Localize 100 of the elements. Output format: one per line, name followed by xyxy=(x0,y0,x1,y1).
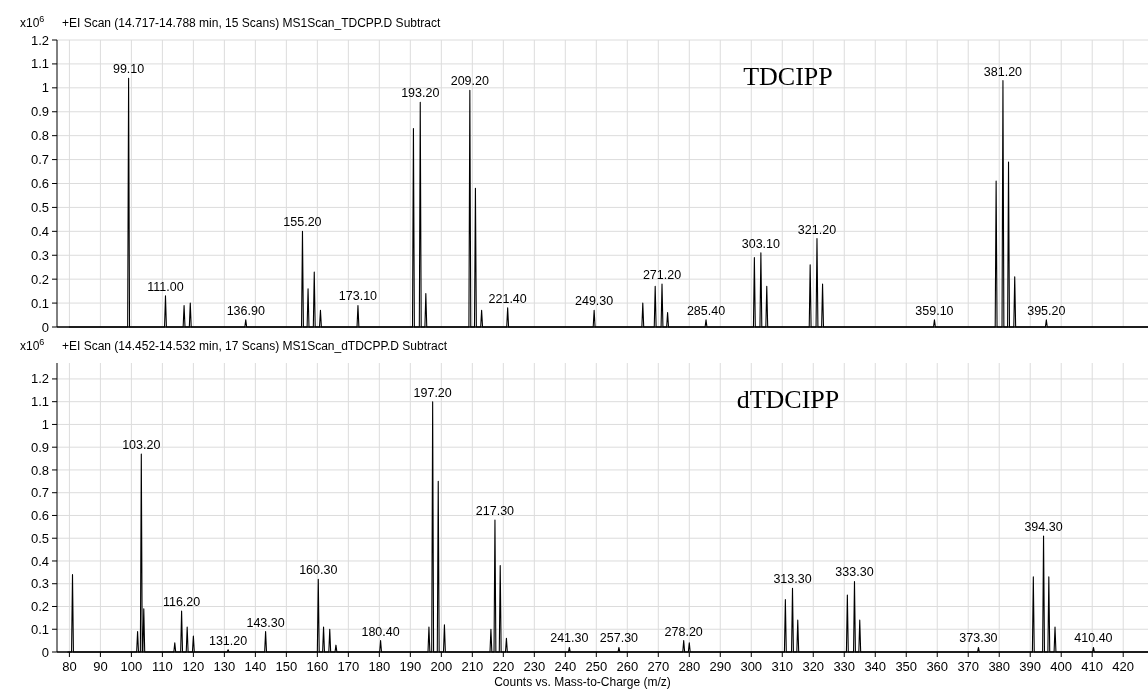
annotation: 395.20 xyxy=(1027,303,1066,318)
annotation: 197.20 xyxy=(413,385,452,400)
x-axis-title: Counts vs. Mass-to-Charge (m/z) xyxy=(494,675,671,689)
x-tick-label: 310 xyxy=(771,659,794,674)
annotation: 173.10 xyxy=(338,289,378,304)
annotation: 193.20 xyxy=(401,86,440,101)
x-tick-label: 240 xyxy=(554,659,577,674)
x-tick-label: 180 xyxy=(368,659,391,674)
x-tick-label: 230 xyxy=(523,659,546,674)
annotation: 321.20 xyxy=(797,222,837,237)
annotation: dTDCIPP xyxy=(736,385,840,414)
x-tick-label: 380 xyxy=(988,659,1011,674)
x-tick-label: 420 xyxy=(1112,659,1135,674)
y-tick-label: 0.7 xyxy=(30,152,49,168)
x-tick-label: 410 xyxy=(1081,659,1104,674)
x-tick-label: 280 xyxy=(678,659,701,674)
annotation: 303.10 xyxy=(741,236,781,251)
x-tick-label: 140 xyxy=(244,659,267,674)
y-tick-label: 0.8 xyxy=(30,128,49,144)
y-tick-label: 0.5 xyxy=(30,199,49,215)
annotation: 217.30 xyxy=(475,504,515,519)
x-tick-label: 290 xyxy=(709,659,732,674)
y-tick-label: 0.4 xyxy=(30,553,49,569)
y-tick-label: 1 xyxy=(41,80,49,96)
annotation: 111.00 xyxy=(147,279,184,294)
annotation: 136.90 xyxy=(226,303,265,318)
x-tick-label: 150 xyxy=(275,659,298,674)
annotation: 131.20 xyxy=(208,633,248,648)
annotation: 155.20 xyxy=(283,215,322,230)
y-tick-label: 0 xyxy=(41,644,49,660)
x-tick-label: 260 xyxy=(616,659,639,674)
annotation: 160.30 xyxy=(299,563,338,578)
x-tick-label: 350 xyxy=(895,659,918,674)
x-tick-label: 220 xyxy=(492,659,515,674)
y-tick-label: 0.4 xyxy=(30,223,49,239)
x-tick-label: 300 xyxy=(740,659,763,674)
annotation: 410.40 xyxy=(1074,631,1113,646)
annotation: 381.20 xyxy=(983,64,1023,79)
chart-title: +EI Scan (14.452-14.532 min, 17 Scans) MS1Scan_dTDCPP.D Subtract xyxy=(62,339,448,353)
annotation: 99.10 xyxy=(112,62,145,77)
annotation: 285.40 xyxy=(686,303,726,318)
y-tick-label: 0.2 xyxy=(30,271,49,287)
y-tick-label: 1.1 xyxy=(30,394,49,410)
x-tick-label: 330 xyxy=(833,659,856,674)
x-tick-label: 200 xyxy=(430,659,453,674)
annotation: TDCIPP xyxy=(743,62,833,91)
y-tick-label: 0.5 xyxy=(30,530,49,546)
x-tick-label: 160 xyxy=(306,659,329,674)
x-tick-label: 80 xyxy=(62,659,77,674)
annotation: 278.20 xyxy=(664,624,703,639)
x-tick-label: 190 xyxy=(399,659,422,674)
y-tick-label: 0.3 xyxy=(30,576,49,592)
annotation: 373.30 xyxy=(959,631,998,646)
y-tick-label: 0.9 xyxy=(30,439,49,455)
x-tick-label: 360 xyxy=(926,659,949,674)
y-tick-label: 0 xyxy=(41,319,49,335)
annotation: 249.30 xyxy=(575,294,614,309)
y-tick-label: 1.1 xyxy=(30,56,49,72)
x-tick-label: 110 xyxy=(152,659,173,674)
annotation: 180.40 xyxy=(361,624,400,639)
chart-title: +EI Scan (14.717-14.788 min, 15 Scans) MS1Scan_TDCPP.D Subtract xyxy=(62,16,441,30)
annotation: 116.20 xyxy=(162,595,201,610)
annotation: 313.30 xyxy=(773,572,812,587)
annotation: 241.30 xyxy=(550,631,589,646)
y-tick-label: 0.9 xyxy=(30,104,49,120)
x-tick-label: 400 xyxy=(1050,659,1073,674)
y-tick-label: 1 xyxy=(41,416,49,432)
x-tick-label: 340 xyxy=(864,659,887,674)
annotation: 143.30 xyxy=(246,615,285,630)
annotation: 103.20 xyxy=(122,438,161,453)
y-tick-label: 0.2 xyxy=(30,599,49,615)
annotation: 209.20 xyxy=(450,74,490,89)
y-tick-label: 0.6 xyxy=(30,176,49,192)
annotation: 359.10 xyxy=(915,303,954,318)
y-tick-label: 1.2 xyxy=(30,371,49,387)
x-tick-label: 250 xyxy=(585,659,608,674)
x-tick-label: 270 xyxy=(647,659,670,674)
y-axis-title: x10$^{6}$ xyxy=(20,14,45,30)
y-tick-label: 0.8 xyxy=(30,462,49,478)
annotation: 394.30 xyxy=(1024,519,1063,534)
x-tick-label: 170 xyxy=(337,659,360,674)
y-tick-label: 0.1 xyxy=(30,295,49,311)
y-tick-label: 0.7 xyxy=(30,485,49,501)
x-tick-label: 390 xyxy=(1019,659,1042,674)
annotation: 221.40 xyxy=(488,291,527,306)
y-tick-label: 1.2 xyxy=(30,32,49,48)
x-tick-label: 120 xyxy=(182,659,205,674)
y-tick-label: 0.6 xyxy=(30,508,49,524)
annotation: 271.20 xyxy=(642,267,682,282)
x-tick-label: 130 xyxy=(213,659,236,674)
x-tick-label: 210 xyxy=(461,659,484,674)
x-tick-label: 100 xyxy=(120,659,143,674)
y-tick-label: 0.1 xyxy=(30,621,49,637)
y-tick-label: 0.3 xyxy=(30,247,49,263)
annotation: 333.30 xyxy=(835,565,874,580)
annotation: 257.30 xyxy=(599,631,639,646)
x-tick-label: 320 xyxy=(802,659,825,674)
x-tick-label: 90 xyxy=(93,659,108,674)
x-tick-label: 370 xyxy=(957,659,980,674)
y-axis-title: x10$^{6}$ xyxy=(20,337,45,353)
